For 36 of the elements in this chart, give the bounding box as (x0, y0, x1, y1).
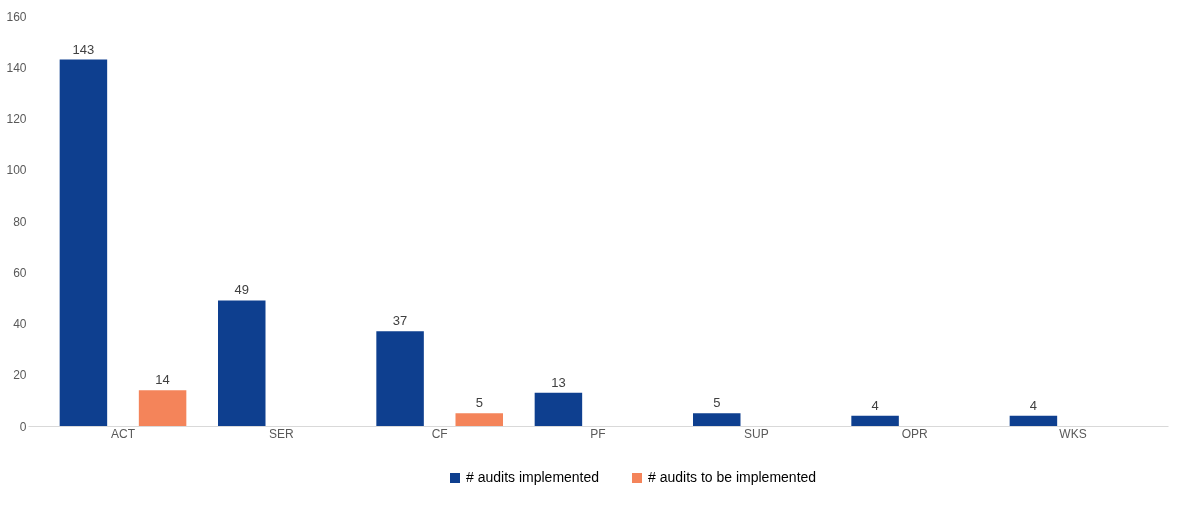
data-label: 14 (155, 372, 170, 388)
data-label: 143 (72, 41, 95, 57)
x-tick-label: WKS (1059, 426, 1087, 441)
data-label: 37 (392, 313, 408, 329)
x-tick-label: SUP (743, 426, 769, 441)
y-tick-label: 40 (13, 317, 27, 331)
legend-label: # audits to be implemented (648, 469, 817, 485)
y-tick-label: 120 (6, 112, 27, 126)
x-tick-label: ACT (111, 426, 136, 441)
legend-label: # audits implemented (466, 469, 600, 485)
y-tick-label: 140 (6, 60, 27, 75)
x-tick-label: PF (590, 426, 606, 441)
x-tick-label: SER (268, 426, 294, 441)
x-tick-label: CF (431, 426, 448, 441)
y-tick-label: 160 (6, 9, 27, 24)
y-tick-label: 60 (13, 265, 27, 280)
y-tick-label: 20 (13, 368, 27, 383)
bar (218, 300, 266, 426)
data-label: 49 (234, 282, 249, 298)
y-tick-label: 0 (19, 419, 27, 434)
bar (851, 415, 899, 426)
bar (534, 392, 583, 426)
bar (376, 331, 424, 426)
bar (455, 413, 503, 426)
y-tick-label: 80 (13, 214, 27, 229)
data-label: 13 (551, 374, 566, 390)
data-label: 5 (475, 395, 483, 411)
x-tick-label: OPR (901, 426, 928, 441)
bar (693, 413, 741, 426)
bar (59, 59, 108, 426)
data-label: 5 (713, 395, 721, 411)
data-label: 4 (871, 397, 879, 413)
bar (138, 390, 187, 426)
y-tick-label: 100 (6, 163, 27, 178)
bar (1009, 415, 1058, 426)
data-label: 4 (1029, 397, 1038, 413)
